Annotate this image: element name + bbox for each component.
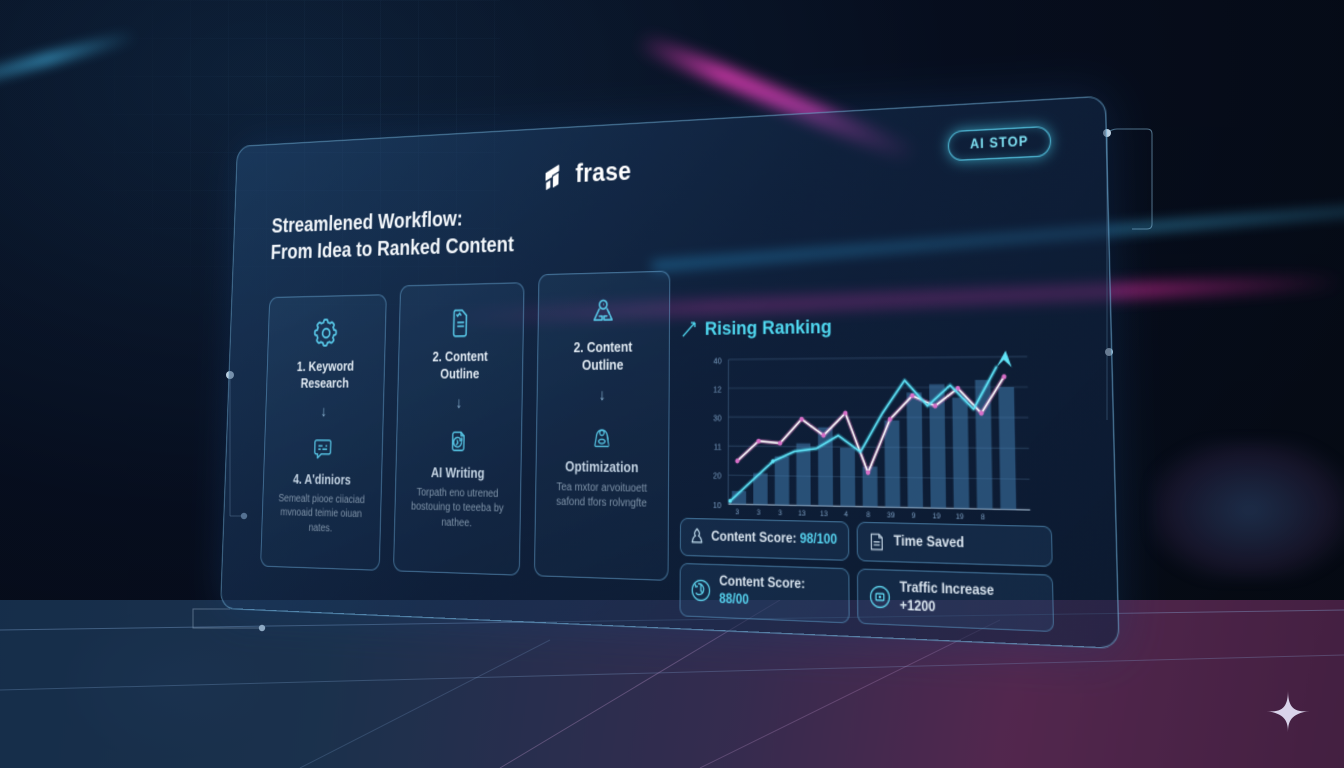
- svg-text:12: 12: [713, 385, 721, 395]
- svg-text:8: 8: [866, 511, 871, 520]
- svg-text:19: 19: [932, 512, 941, 521]
- svg-text:20: 20: [713, 471, 721, 481]
- svg-text:10: 10: [713, 500, 721, 510]
- svg-text:13: 13: [820, 510, 828, 519]
- svg-text:3: 3: [757, 509, 761, 518]
- svg-text:19: 19: [956, 513, 965, 522]
- svg-text:3: 3: [778, 509, 782, 518]
- svg-text:30: 30: [713, 414, 721, 424]
- svg-text:13: 13: [798, 509, 806, 518]
- svg-text:40: 40: [713, 356, 721, 366]
- svg-text:39: 39: [887, 511, 896, 520]
- svg-text:3: 3: [735, 508, 739, 517]
- svg-text:4: 4: [844, 510, 848, 519]
- svg-text:9: 9: [912, 512, 917, 521]
- svg-text:8: 8: [981, 513, 986, 522]
- svg-text:11: 11: [714, 443, 722, 453]
